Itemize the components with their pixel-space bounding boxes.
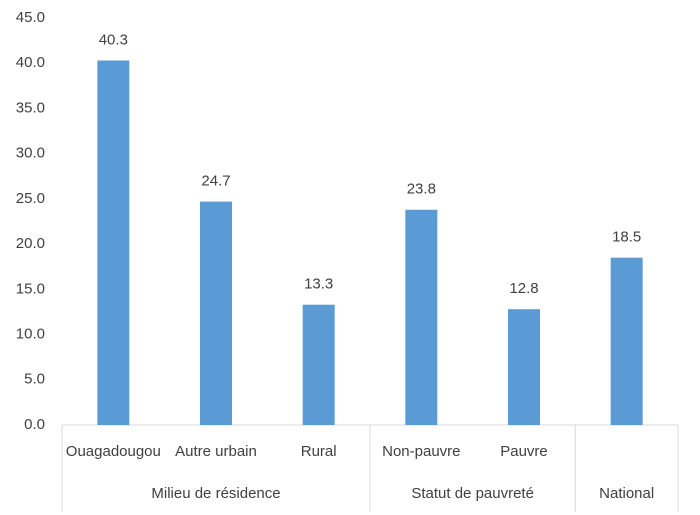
y-tick-label: 25.0 <box>16 190 45 207</box>
y-tick-label: 35.0 <box>16 99 45 116</box>
value-label: 18.5 <box>612 229 641 246</box>
x-tick-label: Ouagadougou <box>66 443 161 460</box>
bar <box>200 201 232 425</box>
bar <box>302 304 335 425</box>
y-tick-label: 40.0 <box>16 54 45 71</box>
bar <box>610 257 643 425</box>
bar <box>97 60 130 426</box>
value-label: 12.8 <box>509 280 538 297</box>
x-tick-label: Rural <box>301 443 337 460</box>
bar <box>405 209 438 425</box>
y-tick-label: 0.0 <box>24 416 45 433</box>
group-label: Statut de pauvreté <box>411 485 534 502</box>
x-tick-label: Autre urbain <box>175 443 257 460</box>
y-tick-label: 45.0 <box>16 9 45 26</box>
y-tick-label: 20.0 <box>16 235 45 252</box>
y-tick-label: 15.0 <box>16 280 45 297</box>
x-tick-label: Non-pauvre <box>382 443 460 460</box>
y-tick-label: 5.0 <box>24 371 45 388</box>
value-label: 24.7 <box>201 173 230 190</box>
x-tick-label: Pauvre <box>500 443 548 460</box>
value-label: 13.3 <box>304 276 333 293</box>
y-tick-label: 10.0 <box>16 326 45 343</box>
group-label: National <box>599 485 654 502</box>
y-tick-label: 30.0 <box>16 145 45 162</box>
group-label: Milieu de résidence <box>151 485 280 502</box>
value-label: 23.8 <box>407 181 436 198</box>
value-label: 40.3 <box>99 31 128 48</box>
bar <box>508 309 540 425</box>
